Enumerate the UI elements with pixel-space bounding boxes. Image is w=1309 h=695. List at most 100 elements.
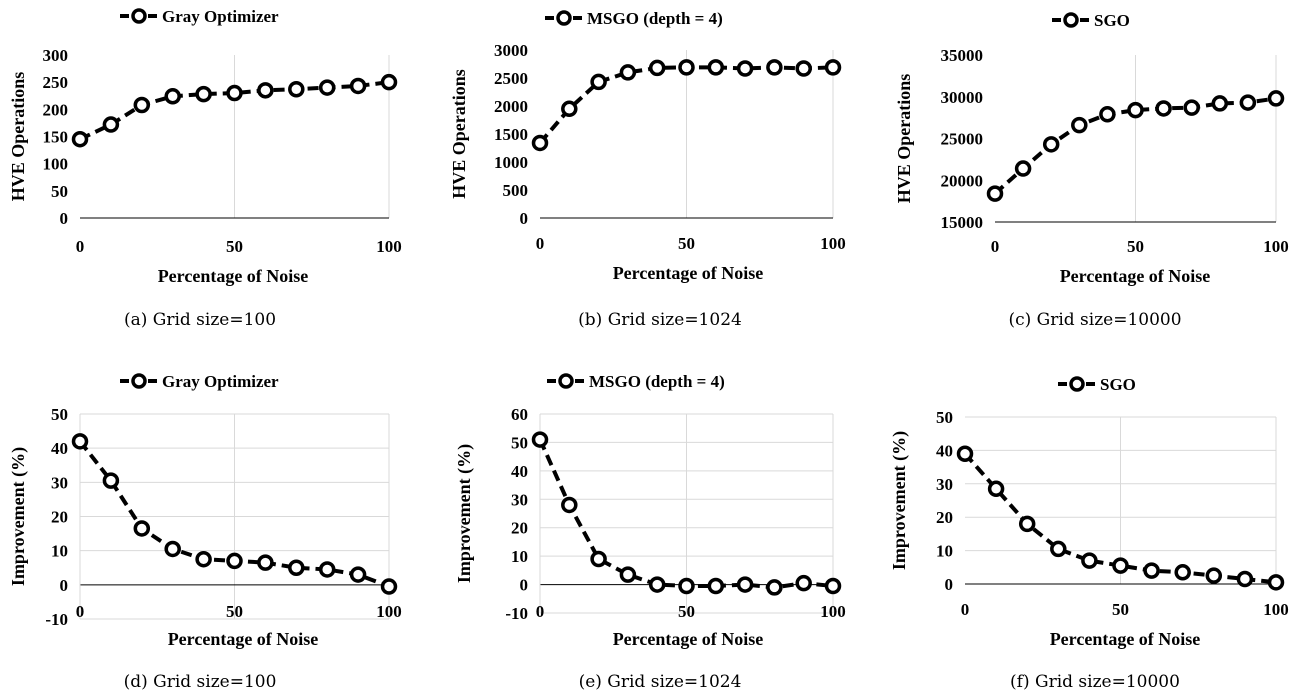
- y-tick-label: 50: [511, 433, 528, 452]
- data-point: [102, 472, 120, 489]
- data-point: [795, 60, 812, 77]
- data-point: [1081, 552, 1098, 569]
- legend-label: MSGO (depth = 4): [589, 372, 725, 391]
- panel-caption: (d) Grid size=100: [124, 672, 277, 692]
- y-tick-label: 0: [945, 575, 954, 594]
- x-axis-label: Percentage of Noise: [1060, 266, 1211, 286]
- data-point: [648, 576, 666, 593]
- x-tick-label: 0: [76, 237, 85, 256]
- data-point: [736, 576, 754, 593]
- data-point: [987, 480, 1005, 498]
- data-point: [531, 134, 549, 152]
- x-tick-label: 50: [226, 237, 243, 256]
- data-point: [678, 59, 695, 76]
- data-point: [1236, 570, 1254, 588]
- data-point: [1014, 160, 1032, 177]
- panel-caption: (f) Grid size=10000: [1010, 672, 1180, 692]
- data-point: [1018, 515, 1036, 533]
- y-tick-label: 35000: [941, 46, 984, 65]
- data-point: [1183, 99, 1200, 116]
- data-point: [1267, 574, 1285, 591]
- legend-label: Gray Optimizer: [162, 372, 279, 391]
- series-line: [79, 80, 390, 142]
- data-point: [707, 577, 725, 595]
- data-point: [1099, 106, 1116, 123]
- x-tick-label: 100: [820, 234, 846, 253]
- data-point: [956, 445, 974, 462]
- data-point: [226, 552, 243, 570]
- y-tick-label: 30: [51, 473, 68, 492]
- y-tick-label: 20: [51, 508, 68, 527]
- data-point: [1174, 564, 1191, 581]
- data-point: [986, 185, 1004, 202]
- data-point: [226, 84, 243, 102]
- x-tick-label: 50: [678, 234, 695, 253]
- data-point: [164, 88, 181, 105]
- x-tick-label: 0: [961, 600, 970, 619]
- data-point: [795, 574, 812, 592]
- data-point: [707, 59, 725, 76]
- legend-marker: [556, 10, 572, 26]
- data-point: [257, 554, 274, 571]
- data-point: [590, 73, 607, 91]
- y-tick-label: 2500: [494, 69, 528, 88]
- y-tick-label: 15000: [941, 213, 984, 232]
- legend: MSGO (depth = 4): [547, 372, 725, 391]
- y-tick-label: 10: [936, 542, 953, 561]
- chart-panel-e: -10 0 10 20 30 40 50 60 0 50 100 Percentage of Nois…: [454, 372, 846, 692]
- data-point: [257, 82, 274, 99]
- series-line: [963, 452, 1277, 585]
- y-tick-label: 50: [51, 182, 68, 201]
- data-point: [531, 431, 549, 448]
- data-point: [824, 59, 842, 76]
- data-point: [648, 59, 666, 77]
- data-point: [71, 433, 89, 450]
- x-tick-label: 0: [536, 234, 545, 253]
- data-point: [71, 130, 89, 148]
- x-tick-label: 50: [1127, 237, 1144, 256]
- legend-marker: [558, 373, 574, 389]
- y-tick-label: -10: [505, 604, 528, 623]
- y-tick-label: 40: [936, 441, 953, 460]
- panel-caption: (e) Grid size=1024: [579, 672, 742, 692]
- x-tick-label: 0: [991, 237, 1000, 256]
- y-tick-label: 1000: [494, 153, 528, 172]
- data-point: [1205, 567, 1223, 584]
- data-point: [349, 77, 367, 95]
- x-axis-label: Percentage of Noise: [158, 266, 309, 286]
- y-tick-label: 40: [511, 462, 528, 481]
- data-point: [288, 559, 305, 576]
- y-tick-label: 25000: [941, 130, 984, 149]
- y-tick-label: 20: [936, 508, 953, 527]
- data-point: [561, 496, 578, 514]
- legend-label: Gray Optimizer: [162, 7, 279, 26]
- chart-panel-f: 0 10 20 30 40 50 0 50 100 Percentage of Noise Impr…: [889, 375, 1289, 692]
- legend: Gray Optimizer: [120, 372, 279, 391]
- y-tick-label: 50: [51, 405, 68, 424]
- panel-caption: (a) Grid size=100: [124, 310, 276, 330]
- y-tick-label: 50: [936, 408, 953, 427]
- y-axis-label: Improvement (%): [454, 444, 475, 583]
- data-point: [1267, 90, 1285, 107]
- y-tick-label: 30: [936, 475, 953, 494]
- x-tick-label: 50: [1112, 600, 1129, 619]
- data-point: [349, 566, 367, 583]
- y-axis-label: HVE Operations: [894, 74, 914, 204]
- x-tick-label: 0: [76, 602, 85, 621]
- legend-marker: [1069, 376, 1085, 392]
- x-tick-label: 100: [376, 237, 402, 256]
- data-point: [619, 64, 637, 81]
- series-line: [993, 96, 1277, 196]
- data-point: [1155, 100, 1172, 117]
- x-tick-label: 100: [1263, 237, 1289, 256]
- y-tick-label: 2000: [494, 97, 528, 116]
- y-tick-label: 40: [51, 439, 68, 458]
- y-tick-label: 60: [511, 405, 528, 424]
- data-point: [1143, 562, 1160, 579]
- legend: MSGO (depth = 4): [545, 9, 723, 28]
- y-tick-label: 1500: [494, 125, 528, 144]
- y-tick-label: 100: [43, 155, 69, 174]
- y-tick-label: 0: [520, 576, 529, 595]
- legend-label: MSGO (depth = 4): [587, 9, 723, 28]
- data-point: [1112, 557, 1129, 574]
